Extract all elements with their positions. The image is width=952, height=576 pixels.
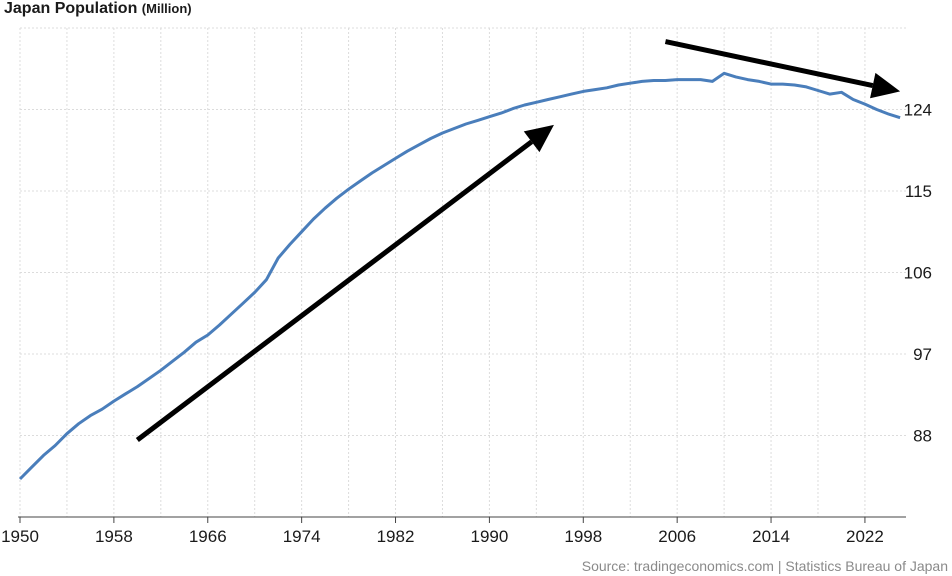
x-tick-label: 1982 [377, 527, 415, 546]
annotations [135, 39, 901, 443]
y-tick-label: 124 [904, 101, 932, 120]
x-tick-label: 2006 [658, 527, 696, 546]
trend-arrow-head [523, 124, 554, 153]
trend-arrow [664, 39, 874, 89]
chart-title-text: Japan Population [4, 0, 138, 17]
x-tick-label: 1966 [189, 527, 227, 546]
grid [19, 27, 906, 518]
x-tick-label: 1990 [470, 527, 508, 546]
x-tick-label: 1974 [283, 527, 321, 546]
trend-arrow-head [870, 72, 901, 99]
trend-arrow [135, 139, 534, 443]
chart-subtitle: (Million) [141, 1, 192, 16]
x-tick-label: 1958 [95, 527, 133, 546]
y-axis: 88 97 106 115 124 [904, 101, 932, 446]
y-tick-label: 97 [913, 345, 932, 364]
y-tick-label: 106 [904, 264, 932, 283]
source-credit: Source: tradingeconomics.com | Statistic… [581, 558, 948, 574]
x-tick-label: 2022 [846, 527, 884, 546]
y-tick-label: 115 [905, 182, 932, 201]
x-tick-label: 1950 [1, 527, 39, 546]
x-tick-label: 1998 [564, 527, 602, 546]
chart-title: Japan Population (Million) [4, 0, 192, 18]
x-axis: 1950 1958 1966 1974 1982 1990 1998 2006 2014 2022 [1, 516, 906, 546]
series-group [18, 71, 901, 481]
series-line [18, 71, 901, 481]
x-tick-label: 2014 [752, 527, 790, 546]
y-tick-label: 88 [913, 427, 932, 446]
